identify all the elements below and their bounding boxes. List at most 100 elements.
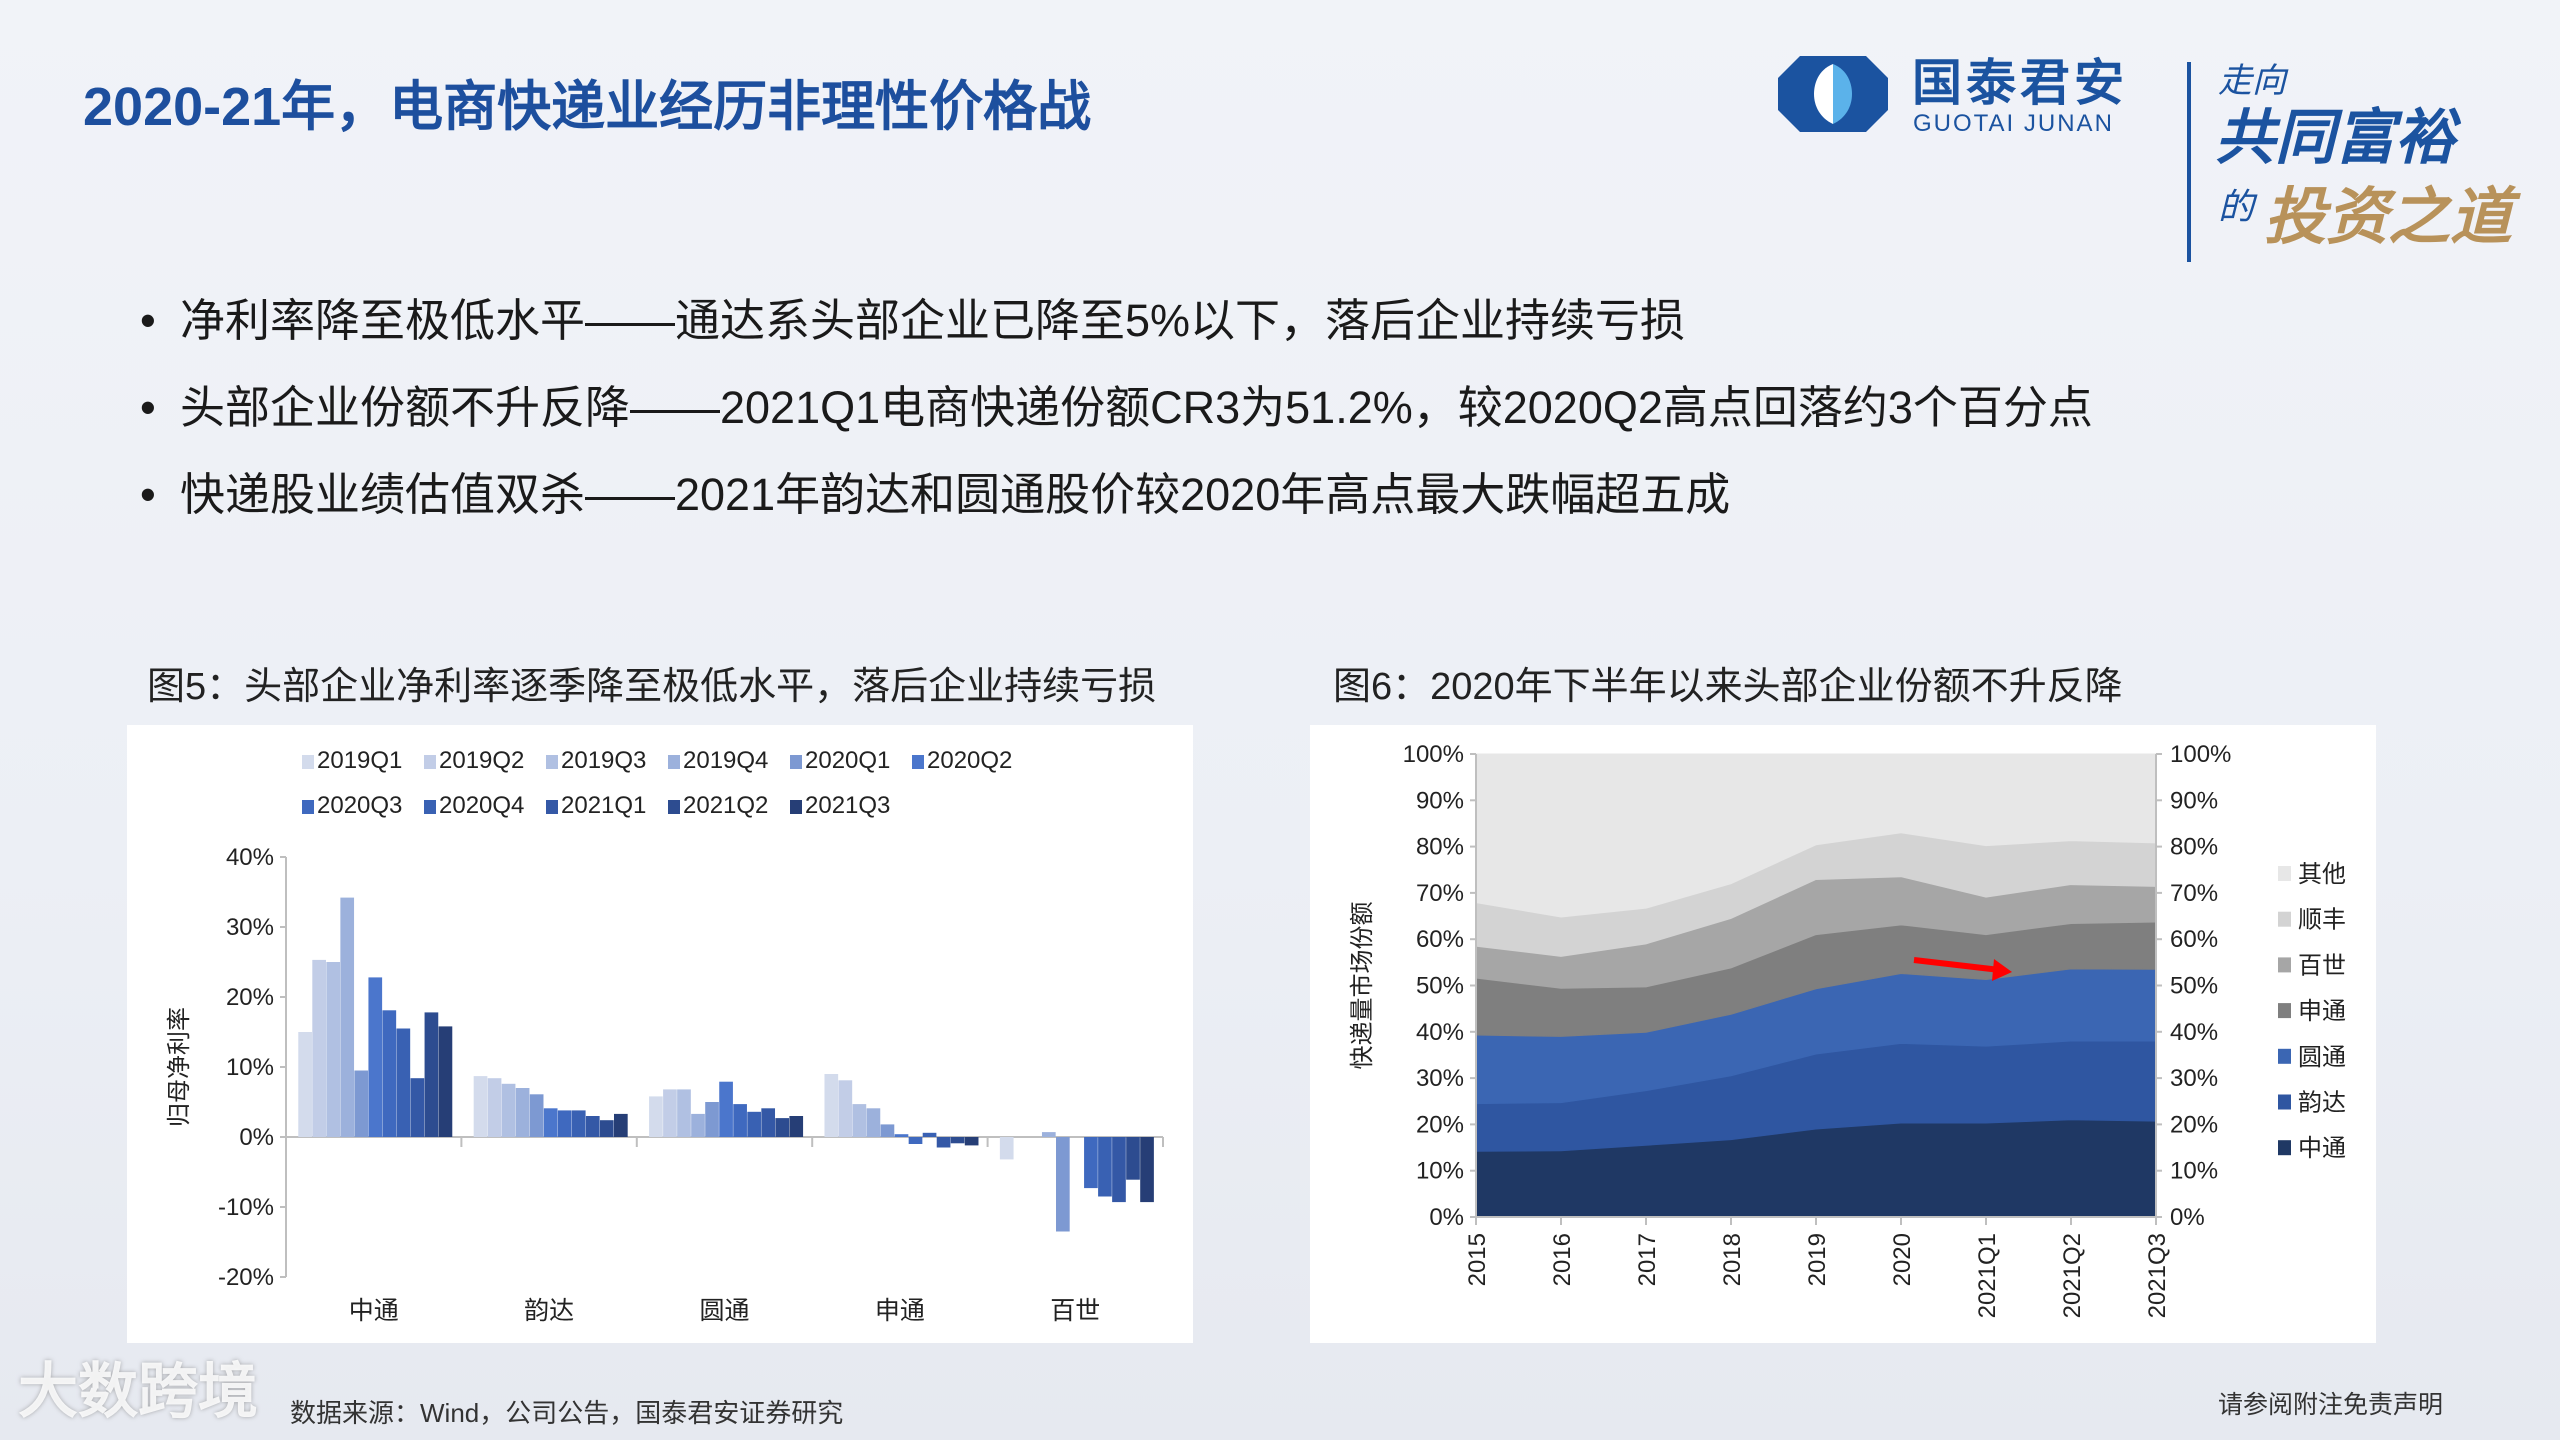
x-tick-label: 圆通: [699, 1297, 749, 1325]
legend-label: 顺丰: [2298, 907, 2346, 934]
y-tick-label-left: 10%: [1416, 1158, 1464, 1185]
x-tick-label: 2015: [1464, 1233, 1491, 1286]
y-tick-label: 0%: [239, 1124, 274, 1151]
y-tick-label-left: 0%: [1429, 1204, 1464, 1231]
y-tick-label-right: 30%: [2170, 1065, 2218, 1092]
bar: [1126, 1137, 1140, 1180]
bar: [775, 1118, 790, 1137]
figure6-panel: 100% 100% 90% 90% 80% 80% 70% 70% 60% 60% 50% 50% 40…: [1310, 725, 2376, 1343]
figure6-caption: 图6：2020年下半年以来头部企业份额不升反降: [1333, 666, 2123, 708]
bar: [950, 1137, 965, 1144]
bar: [312, 959, 326, 1137]
bar: [354, 1070, 369, 1137]
y-tick-label-left: 40%: [1416, 1019, 1464, 1046]
legend-swatch: [302, 755, 314, 769]
y-tick-label-right: 80%: [2170, 834, 2218, 861]
bar: [894, 1134, 909, 1137]
legend-label: 百世: [2298, 952, 2346, 979]
x-tick-label: 2021Q2: [2059, 1233, 2086, 1318]
x-tick-label: 2020: [1889, 1233, 1916, 1286]
bar: [326, 962, 341, 1137]
net-margin-bar-chart: 2019Q1 2019Q2 2019Q3 2019Q4 2020Q1 2020Q2 2020…: [166, 747, 1164, 1325]
bar: [298, 1032, 312, 1137]
bar: [852, 1104, 867, 1137]
bar: [1112, 1137, 1126, 1203]
bar: [908, 1137, 923, 1144]
logo-emblem-icon: [1778, 56, 1888, 132]
bar: [733, 1104, 747, 1137]
bar: [838, 1080, 853, 1137]
y-tick-label: 30%: [226, 914, 274, 941]
y-axis-title: 归母净利率: [166, 1007, 193, 1127]
header-divider: [2187, 62, 2191, 262]
x-tick-label: 2021Q3: [2144, 1233, 2171, 1318]
bar: [719, 1081, 733, 1137]
y-tick-label-right: 10%: [2170, 1158, 2218, 1185]
bar: [424, 1012, 439, 1137]
legend-label: 2019Q4: [683, 747, 768, 774]
y-tick-label-left: 20%: [1416, 1111, 1464, 1138]
legend-label: 2019Q3: [561, 747, 646, 774]
y-tick-label: 10%: [226, 1054, 274, 1081]
legend-swatch: [668, 755, 680, 769]
bar: [747, 1111, 761, 1137]
y-tick-label-right: 20%: [2170, 1111, 2218, 1138]
figure5-caption: 图5：头部企业净利率逐季降至极低水平，落后企业持续亏损: [147, 666, 1157, 708]
y-tick-label: -20%: [218, 1264, 274, 1291]
y-tick-label-left: 100%: [1403, 741, 1464, 768]
bar: [515, 1088, 530, 1137]
bullet-text: 净利率降至极低水平——通达系头部企业已降至5%以下，落后企业持续亏损: [180, 295, 1686, 346]
legend-label: 2020Q4: [439, 792, 524, 819]
legend-swatch: [424, 755, 436, 769]
legend-swatch: [424, 800, 436, 814]
bar: [1098, 1137, 1112, 1197]
legend-label: 2020Q1: [805, 747, 890, 774]
y-tick-label-right: 40%: [2170, 1019, 2218, 1046]
bar: [789, 1116, 804, 1137]
y-tick-label: 40%: [226, 844, 274, 871]
legend-swatch: [912, 755, 924, 769]
legend-swatch: [546, 800, 558, 814]
slogan-line4: 投资之道: [2264, 180, 2513, 253]
bar: [382, 1010, 397, 1137]
bar: [691, 1113, 705, 1137]
legend-label: 申通: [2298, 998, 2346, 1025]
logo-name-en: GUOTAI JUNAN: [1913, 110, 2114, 137]
legend-swatch: [2278, 1048, 2291, 1064]
y-tick-label: -10%: [218, 1194, 274, 1221]
bar: [410, 1078, 425, 1137]
y-tick-label-left: 30%: [1416, 1065, 1464, 1092]
bullet-dot: •: [140, 469, 156, 520]
bar: [922, 1132, 937, 1137]
legend-label: 2019Q2: [439, 747, 524, 774]
bar: [340, 897, 355, 1137]
legend-label: 中通: [2298, 1135, 2346, 1162]
data-source: 数据来源：Wind，公司公告，国泰君安证券研究: [290, 1398, 844, 1428]
page-title: 2020-21年，电商快递业经历非理性价格战: [83, 77, 1092, 137]
red-arrow-line: [1913, 957, 2001, 973]
y-axis-title: 快递量市场份额: [1349, 902, 1376, 1070]
legend-swatch: [2278, 1094, 2291, 1110]
legend-swatch: [790, 755, 802, 769]
x-tick-label: 2021Q1: [1974, 1233, 2001, 1318]
market-share-area-chart: 100% 100% 90% 90% 80% 80% 70% 70% 60% 60% 50% 50% 40…: [1349, 741, 2346, 1318]
y-tick-label-right: 100%: [2170, 741, 2231, 768]
legend-label: 圆通: [2298, 1044, 2346, 1071]
x-tick-label: 2017: [1634, 1233, 1661, 1286]
x-tick-label: 2018: [1719, 1233, 1746, 1286]
bar: [1084, 1137, 1098, 1189]
x-tick-label: 中通: [349, 1297, 399, 1325]
bar: [599, 1120, 614, 1137]
bar: [368, 977, 383, 1137]
legend-swatch: [546, 755, 558, 769]
bar: [1140, 1137, 1154, 1203]
legend-swatch: [2278, 1003, 2291, 1019]
bar: [866, 1108, 881, 1137]
legend-swatch: [302, 800, 314, 814]
bar: [473, 1076, 488, 1137]
legend-label: 2021Q2: [683, 792, 768, 819]
bar: [1056, 1137, 1070, 1232]
bullet-item: • 快递股业绩估值双杀——2021年韵达和圆通股价较2020年高点最大跌幅超五成: [140, 470, 1730, 520]
y-tick-label-left: 60%: [1416, 926, 1464, 953]
logo-name-cn: 国泰君安: [1912, 55, 2128, 111]
